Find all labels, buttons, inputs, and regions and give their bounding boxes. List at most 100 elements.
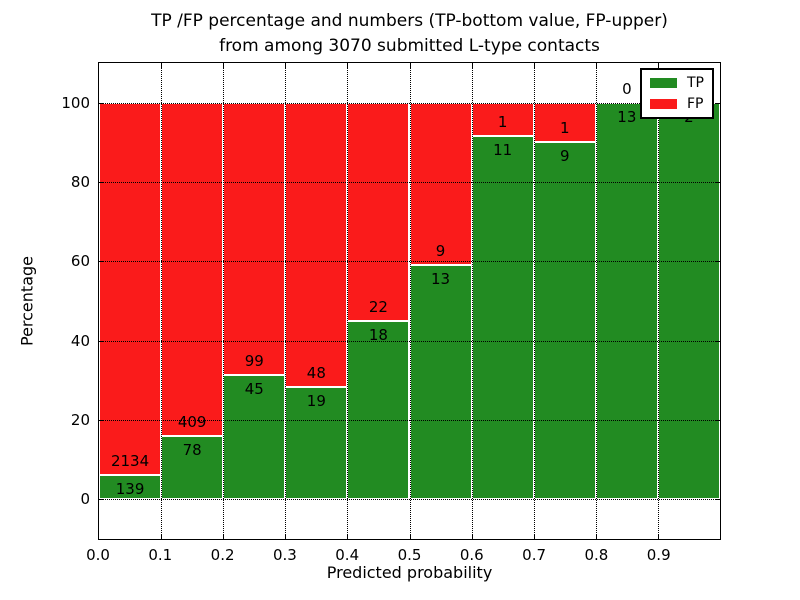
bar-count-label-tp: 9 bbox=[559, 147, 570, 166]
legend-item-tp: TP bbox=[650, 76, 704, 90]
y-axis-label: Percentage bbox=[17, 255, 37, 347]
gridline-vertical bbox=[533, 63, 535, 539]
y-tick bbox=[715, 420, 720, 421]
x-tick bbox=[533, 534, 535, 539]
x-tick bbox=[657, 534, 659, 539]
x-tick bbox=[285, 534, 287, 539]
x-tick-label: 0.5 bbox=[397, 546, 422, 564]
bar-segment-tp bbox=[347, 320, 410, 500]
x-tick-label: 0.0 bbox=[86, 546, 110, 564]
x-tick bbox=[161, 534, 163, 539]
x-tick bbox=[347, 63, 349, 68]
x-tick bbox=[223, 63, 225, 68]
bar-count-label-fp: 409 bbox=[177, 412, 207, 431]
legend-item-fp: FP bbox=[650, 97, 704, 111]
bar-count-label-fp: 22 bbox=[368, 297, 388, 316]
chart-title: TP /FP percentage and numbers (TP-bottom… bbox=[98, 9, 721, 59]
legend-label-fp: FP bbox=[687, 96, 704, 112]
x-tick-label: 0.7 bbox=[522, 546, 547, 564]
x-tick-label: 0.3 bbox=[272, 546, 297, 564]
bar-segment-tp bbox=[409, 264, 472, 500]
x-tick-label: 0.8 bbox=[584, 546, 609, 564]
x-tick-label: 0.2 bbox=[210, 546, 235, 564]
gridline-vertical bbox=[409, 63, 411, 539]
bar-count-label-tp: 13 bbox=[431, 269, 451, 288]
gridline-vertical bbox=[471, 63, 473, 539]
bar-segment-tp bbox=[595, 102, 658, 500]
x-tick-label: 0.4 bbox=[335, 546, 360, 564]
bar-count-label-fp: 1 bbox=[559, 119, 570, 138]
x-tick-label: 0.6 bbox=[459, 546, 484, 564]
x-tick bbox=[533, 63, 535, 68]
legend: TP FP bbox=[640, 68, 714, 119]
y-tick-label: 0 bbox=[80, 490, 90, 509]
bar-count-label-fp: 0 bbox=[622, 79, 632, 98]
bar-segment-fp bbox=[223, 102, 286, 376]
x-tick bbox=[657, 63, 659, 68]
gridline-vertical bbox=[223, 63, 225, 539]
legend-swatch-tp-icon bbox=[650, 78, 677, 88]
x-tick-label: 0.9 bbox=[646, 546, 671, 564]
bar-segment-fp bbox=[347, 102, 410, 321]
y-tick-label: 80 bbox=[70, 173, 90, 191]
bar-count-label-fp: 2134 bbox=[110, 452, 150, 471]
x-tick bbox=[223, 534, 225, 539]
x-tick bbox=[471, 63, 473, 68]
y-tick bbox=[715, 261, 720, 263]
x-tick bbox=[161, 63, 163, 68]
y-tick bbox=[715, 102, 720, 104]
bar-count-label-fp: 1 bbox=[497, 112, 508, 131]
y-tick-label: 60 bbox=[70, 252, 90, 271]
y-tick bbox=[99, 182, 104, 183]
bar-count-label-tp: 18 bbox=[368, 325, 388, 344]
y-tick bbox=[715, 182, 720, 183]
bar-segment-tp bbox=[99, 475, 162, 500]
x-tick bbox=[471, 534, 473, 539]
bar-segment-tp bbox=[223, 375, 286, 500]
bar-count-label-fp: 9 bbox=[435, 241, 446, 260]
bar-segment-fp bbox=[161, 102, 224, 436]
bar-count-label-tp: 11 bbox=[493, 140, 513, 159]
legend-label-tp: TP bbox=[687, 75, 704, 91]
bar-count-label-tp: 78 bbox=[182, 440, 202, 459]
y-tick bbox=[99, 499, 104, 501]
gridline-vertical bbox=[595, 63, 597, 539]
y-tick bbox=[715, 499, 720, 501]
bar-count-label-fp: 48 bbox=[306, 363, 326, 382]
x-tick-label: 0.1 bbox=[148, 546, 173, 564]
plot-area: TP FP 2134 139 409 78 99 45 48 19 22 18 9 13 1 11 1 9 0 1… bbox=[61, 62, 721, 540]
gridline-vertical bbox=[657, 63, 659, 539]
y-tick-label: 40 bbox=[70, 331, 90, 350]
bar-segment-tp bbox=[533, 142, 596, 500]
bar-count-label-tp: 19 bbox=[306, 391, 326, 410]
bar-count-label-tp: 139 bbox=[115, 480, 145, 499]
bar-segment-fp bbox=[285, 102, 348, 387]
y-tick bbox=[715, 340, 720, 342]
chart-title-line2: from among 3070 submitted L-type contact… bbox=[219, 36, 600, 56]
bar-segment-tp bbox=[471, 135, 534, 500]
y-tick-label: 20 bbox=[70, 411, 90, 429]
x-tick bbox=[409, 534, 411, 539]
bar-segment-fp bbox=[99, 102, 162, 476]
bar-count-label-fp: 99 bbox=[244, 352, 264, 371]
legend-swatch-fp-icon bbox=[650, 99, 677, 109]
x-tick bbox=[595, 534, 597, 539]
bar-count-label-tp: 45 bbox=[244, 380, 264, 399]
bar-segment-fp bbox=[409, 102, 472, 265]
y-tick-label: 100 bbox=[61, 93, 90, 112]
x-tick bbox=[347, 534, 349, 539]
bar-count-label-tp: 13 bbox=[617, 107, 637, 126]
y-tick bbox=[99, 261, 104, 263]
gridline-vertical bbox=[347, 63, 349, 539]
gridline-vertical bbox=[161, 63, 163, 539]
y-tick bbox=[99, 102, 104, 104]
x-axis-label: Predicted probability bbox=[326, 563, 493, 582]
chart-title-line1: TP /FP percentage and numbers (TP-bottom… bbox=[151, 11, 668, 31]
gridline-vertical bbox=[285, 63, 287, 539]
y-tick bbox=[99, 340, 104, 342]
x-tick bbox=[409, 63, 411, 68]
bar-segment-tp bbox=[657, 102, 720, 500]
y-tick bbox=[99, 420, 104, 421]
x-tick bbox=[595, 63, 597, 68]
